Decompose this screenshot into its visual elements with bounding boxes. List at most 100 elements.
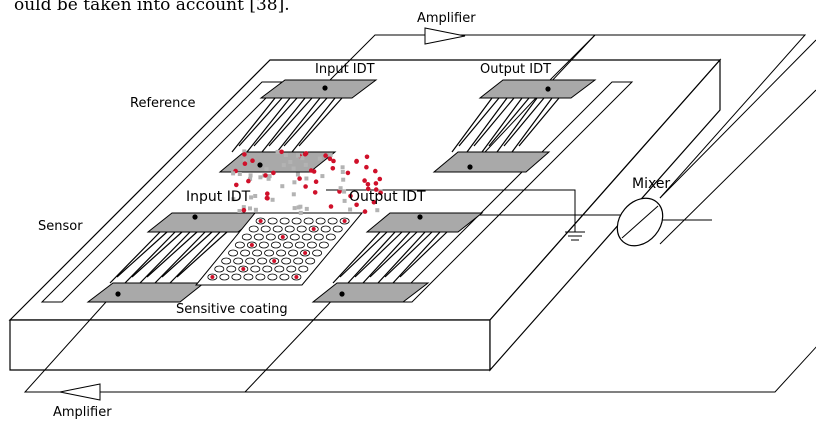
gray-particle — [270, 197, 275, 202]
bound-particle — [210, 275, 215, 279]
gray-particle — [340, 165, 345, 170]
amplifier-bottom-triangle — [59, 383, 101, 401]
gray-particle — [253, 194, 258, 198]
gray-particle — [241, 205, 246, 210]
red-particle — [331, 158, 336, 164]
red-particle — [365, 186, 371, 192]
gray-particle — [348, 207, 353, 212]
coating-cell — [255, 273, 266, 281]
coating-cell — [262, 265, 273, 273]
red-particle — [364, 154, 370, 160]
gray-particle — [291, 192, 296, 197]
coating-cell — [234, 241, 245, 249]
coating-cell — [270, 241, 281, 249]
gray-particle — [341, 177, 346, 182]
coating-cell — [318, 241, 329, 249]
coating-cell — [315, 217, 326, 225]
red-particle — [313, 179, 319, 184]
gray-particle — [249, 195, 254, 200]
red-particle — [373, 181, 379, 186]
bound-particle — [294, 275, 299, 279]
coating-cell — [282, 241, 293, 249]
red-particle — [365, 182, 371, 187]
coating-cell — [303, 217, 314, 225]
sen-output-idt-label: Output IDT — [349, 189, 426, 205]
gray-particle — [242, 149, 247, 154]
bound-particle — [249, 243, 254, 247]
gray-particle — [248, 173, 253, 178]
coating-cell — [279, 217, 290, 225]
red-particle — [354, 202, 359, 208]
coating-cell — [313, 233, 324, 241]
red-particle — [308, 168, 314, 173]
red-particle — [242, 161, 248, 166]
red-particle — [279, 149, 284, 155]
coating-cell — [306, 241, 317, 249]
coating-cell — [279, 273, 290, 281]
coating-cell — [265, 233, 276, 241]
bound-particle — [311, 227, 316, 231]
gray-particle — [258, 175, 263, 180]
coating-cell — [305, 257, 316, 265]
bound-particle — [342, 219, 347, 223]
coating-cell — [267, 273, 278, 281]
gray-particle — [300, 156, 305, 161]
red-particle — [364, 164, 369, 170]
red-particle — [271, 170, 276, 176]
sensitive-coating-label: Sensitive coating — [176, 302, 288, 317]
red-particle — [328, 204, 334, 209]
coating-cell — [240, 249, 251, 257]
gray-particle — [253, 207, 258, 212]
coating-cell — [291, 217, 302, 225]
red-particle — [362, 178, 367, 183]
red-particle — [378, 190, 383, 196]
red-particle — [337, 189, 342, 194]
gray-particle — [248, 206, 252, 211]
ref-output-idt — [432, 79, 597, 173]
gray-particle — [295, 172, 300, 177]
gray-particle — [342, 198, 347, 203]
coating-cell — [320, 225, 331, 233]
coating-cell — [260, 225, 271, 233]
red-particle — [371, 199, 377, 205]
wiring — [23, 34, 816, 393]
gray-particle — [342, 189, 347, 194]
analyte-particles — [231, 149, 383, 215]
gray-particle — [292, 206, 297, 211]
coating-cell — [253, 233, 264, 241]
amplifier-top-triangle — [424, 27, 466, 45]
gray-particle — [304, 206, 309, 211]
coating-cell — [288, 249, 299, 257]
gray-particle — [288, 160, 293, 164]
coating-cell — [219, 273, 230, 281]
red-particle — [330, 166, 336, 171]
coating-cell — [226, 265, 237, 273]
coating-cell — [264, 249, 275, 257]
gray-particle — [298, 210, 303, 215]
coating-cell — [301, 233, 312, 241]
coating-cell — [286, 265, 297, 273]
red-particle — [246, 178, 251, 184]
red-particle — [348, 193, 353, 199]
red-particle — [234, 182, 239, 188]
coating-cell — [243, 273, 254, 281]
gray-particle — [338, 186, 343, 191]
bound-particle — [272, 259, 277, 263]
red-particle — [312, 190, 318, 195]
coating-cell — [276, 249, 287, 257]
coating-cell — [248, 225, 259, 233]
reference-label: Reference — [130, 96, 195, 111]
red-particle — [241, 207, 247, 213]
coating-cell — [274, 265, 285, 273]
red-particle — [264, 195, 270, 201]
gray-particle — [328, 153, 333, 157]
red-particle — [345, 170, 351, 176]
coating-cell — [332, 225, 343, 233]
gray-particle — [317, 156, 322, 161]
sen-input-idt-label: Input IDT — [186, 189, 251, 205]
red-particle — [327, 156, 333, 162]
gray-particle — [248, 176, 253, 181]
coating-cell — [250, 265, 261, 273]
gray-particle — [304, 176, 309, 181]
coating-cell — [267, 217, 278, 225]
